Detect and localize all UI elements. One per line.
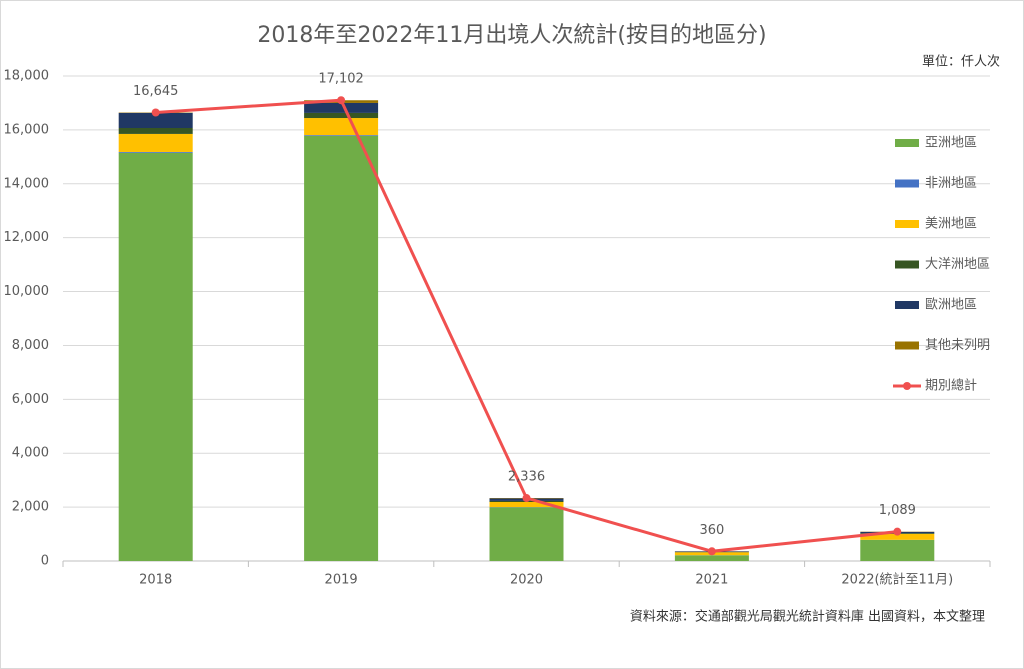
x-tick-label: 2022(統計至11月) <box>841 572 953 588</box>
bar-segment <box>304 118 379 136</box>
bar-segment <box>304 112 379 119</box>
y-tick-label: 4,000 <box>12 446 49 461</box>
y-tick-label: 6,000 <box>12 392 49 407</box>
data-label: 2,336 <box>508 470 545 485</box>
y-tick-label: 14,000 <box>4 176 50 191</box>
x-tick-label: 2019 <box>325 573 358 588</box>
legend-swatch <box>895 260 919 269</box>
bar-segment <box>118 128 193 134</box>
line-point <box>707 547 716 556</box>
bar-segment <box>118 112 193 129</box>
y-tick-label: 18,000 <box>4 69 50 84</box>
legend-swatch <box>895 139 919 147</box>
legend-label: 期別總計 <box>925 378 977 394</box>
data-label: 16,645 <box>133 84 179 99</box>
line-point <box>522 494 531 503</box>
source-note: 資料來源：交通部觀光局觀光統計資料庫 出國資料，本文整理 <box>630 609 985 625</box>
legend-swatch <box>895 179 919 188</box>
unit-note: 單位：仟人次 <box>922 54 1000 70</box>
data-label: 360 <box>699 523 724 538</box>
bar-segment <box>304 102 379 113</box>
y-tick-label: 0 <box>41 554 49 569</box>
bar-segment <box>304 135 379 561</box>
legend-swatch <box>895 341 919 350</box>
bar-segment <box>118 133 193 152</box>
legend-swatch <box>895 220 919 228</box>
bar-segment <box>489 507 564 561</box>
y-tick-label: 8,000 <box>12 338 49 353</box>
bar-segment <box>118 152 193 561</box>
legend-dot <box>903 382 911 390</box>
line-point <box>893 527 902 536</box>
x-tick-label: 2020 <box>510 573 543 588</box>
legend-swatch <box>895 301 919 309</box>
line-point <box>337 96 346 105</box>
legend-label: 歐洲地區 <box>925 298 977 313</box>
x-tick-label: 2021 <box>695 573 728 588</box>
bar-segment <box>860 539 935 561</box>
legend-label: 美洲地區 <box>925 217 977 232</box>
bar-segment <box>304 135 379 136</box>
line-point <box>151 108 160 117</box>
bar-segment <box>489 501 564 508</box>
data-label: 1,089 <box>879 503 916 518</box>
bar-segment <box>674 555 749 561</box>
y-tick-label: 10,000 <box>4 284 50 299</box>
x-tick-label: 2018 <box>139 573 172 588</box>
legend-label: 大洋洲地區 <box>925 257 990 272</box>
chart-title: 2018年至2022年11月出境人次統計(按目的地區分) <box>257 23 766 48</box>
y-tick-label: 2,000 <box>12 500 49 515</box>
data-label: 17,102 <box>318 72 364 87</box>
legend-label: 亞洲地區 <box>925 136 977 151</box>
y-tick-label: 16,000 <box>4 122 50 137</box>
bar-segment <box>860 533 935 540</box>
legend-label: 其他未列明 <box>925 338 990 353</box>
legend-label: 非洲地區 <box>925 176 977 191</box>
bar-segment <box>118 151 193 153</box>
y-tick-label: 12,000 <box>4 230 50 245</box>
